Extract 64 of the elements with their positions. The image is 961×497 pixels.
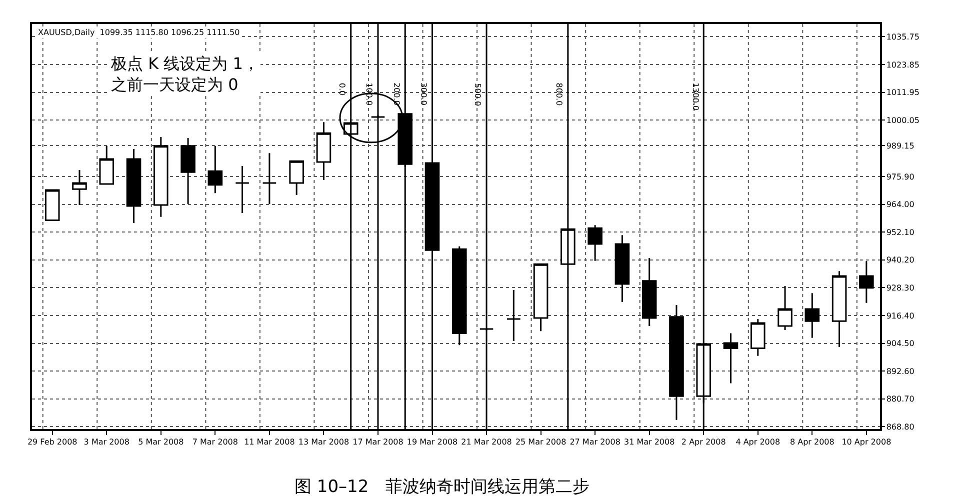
candlestick [778, 285, 792, 331]
x-tick-label: 17 Mar 2008 [352, 437, 404, 446]
x-tick-label: 7 Mar 2008 [192, 437, 238, 446]
candlestick [126, 148, 142, 224]
x-tick-label: 11 Mar 2008 [244, 437, 295, 446]
annotation: 100.0 [364, 82, 374, 106]
y-tick-label: 892.60 [886, 366, 914, 376]
x-tick-label: 25 Mar 2008 [515, 437, 566, 446]
candlestick [642, 257, 657, 327]
candlestick [99, 145, 114, 185]
x-tick-label: 10 Apr 2008 [842, 437, 892, 446]
candlestick [506, 289, 522, 342]
annotation: 500.0 [473, 83, 482, 106]
candlestick [44, 189, 60, 221]
candlestick [452, 246, 467, 346]
candlestick [832, 270, 847, 348]
annotation: 极点 K 线设定为 1，之前一天设定为 0 [110, 54, 259, 94]
y-tick-label: 940.20 [886, 256, 914, 265]
y-tick-label: 1011.95 [886, 88, 920, 98]
candlestick [180, 137, 196, 205]
candlestick [72, 169, 87, 206]
candlestick [316, 121, 332, 181]
y-tick-label: 1035.75 [886, 32, 920, 42]
candlestick [750, 318, 766, 357]
text: 图 10–12 菲波纳奇时间线运用第二步 [294, 477, 590, 497]
y-tick-label: 916.40 [886, 311, 914, 320]
y-tick-label: 989.15 [886, 141, 914, 150]
annotation: XAUUSD,Daily 1099.35 1115.80 1096.25 1111.50 [38, 28, 240, 37]
x-tick-label: 13 Mar 2008 [298, 437, 350, 446]
annotation: 300.0 [418, 82, 428, 106]
annotation: 0.0 [338, 82, 347, 96]
x-tick-label: 19 Mar 2008 [406, 437, 458, 446]
y-tick-label: 928.30 [886, 283, 914, 292]
candlestick [614, 234, 630, 303]
y-tick-label: 904.50 [886, 339, 914, 348]
candlestick [234, 165, 250, 214]
y-tick-label: 1023.85 [886, 60, 920, 70]
x-tick-label: 4 Apr 2008 [736, 437, 780, 446]
candlestick [154, 136, 168, 218]
y-tick-label: 975.90 [886, 172, 914, 182]
y-tick-label: 1000.05 [886, 116, 920, 125]
x-tick-label: 31 Mar 2008 [624, 437, 675, 446]
candlestick [723, 332, 738, 384]
candlestick [208, 145, 223, 194]
y-tick-label: 952.10 [886, 228, 914, 237]
x-tick-label: 5 Mar 2008 [138, 437, 184, 446]
candlestick [262, 152, 277, 205]
y-tick-label: 880.70 [886, 394, 914, 404]
annotation: 1300.0 [690, 82, 700, 111]
candlestick [289, 160, 304, 196]
x-tick-label: 2 Apr 2008 [681, 437, 726, 446]
y-tick-label: 964.00 [886, 200, 914, 210]
annotation: 800.0 [554, 82, 564, 106]
x-tick-label: 29 Feb 2008 [27, 437, 78, 446]
y-tick-label: 868.80 [886, 422, 914, 432]
x-tick-label: 3 Mar 2008 [84, 437, 130, 446]
candlestick [859, 260, 874, 304]
candlestick [588, 224, 602, 262]
x-tick-label: 8 Apr 2008 [790, 437, 834, 446]
candlestick [804, 292, 820, 339]
x-tick-label: 27 Mar 2008 [570, 437, 620, 446]
candlestick [669, 304, 684, 421]
x-tick-label: 21 Mar 2008 [461, 437, 512, 446]
candlestick [533, 263, 548, 332]
